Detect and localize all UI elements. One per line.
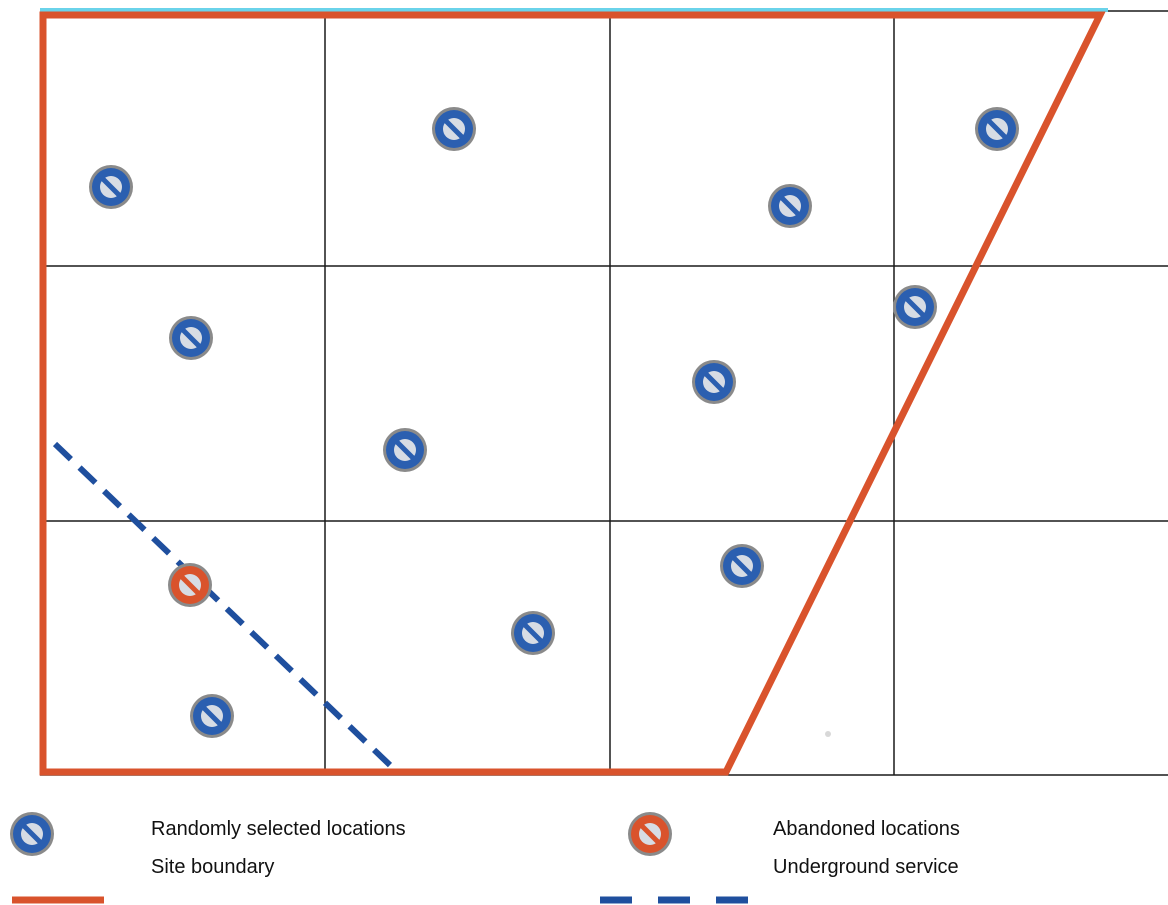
random-locations bbox=[89, 107, 1019, 738]
faint-dot bbox=[825, 731, 831, 737]
abandoned-location-marker bbox=[168, 563, 212, 607]
legend-boundary-label: Site boundary bbox=[151, 856, 275, 878]
legend-service-label: Underground service bbox=[773, 856, 959, 878]
random-location-marker bbox=[89, 165, 133, 209]
site-boundary bbox=[39, 11, 1106, 776]
random-location-marker bbox=[893, 285, 937, 329]
legend-abandoned-icon bbox=[628, 812, 672, 856]
random-location-marker bbox=[169, 316, 213, 360]
random-location-marker bbox=[768, 184, 812, 228]
random-location-marker bbox=[432, 107, 476, 151]
legend-random-label: Randomly selected locations bbox=[151, 818, 406, 840]
random-location-marker bbox=[190, 694, 234, 738]
random-location-marker bbox=[720, 544, 764, 588]
legend-random-icon bbox=[10, 812, 54, 856]
random-location-marker bbox=[975, 107, 1019, 151]
random-location-marker bbox=[511, 611, 555, 655]
underground-service-line bbox=[52, 441, 396, 771]
random-location-marker bbox=[692, 360, 736, 404]
random-location-marker bbox=[383, 428, 427, 472]
legend-abandoned-label: Abandoned locations bbox=[773, 818, 960, 840]
legend bbox=[10, 812, 755, 904]
